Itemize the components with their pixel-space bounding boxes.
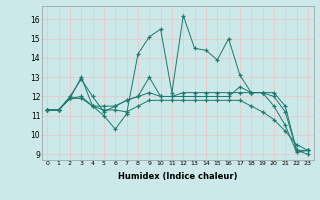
X-axis label: Humidex (Indice chaleur): Humidex (Indice chaleur) [118, 172, 237, 181]
